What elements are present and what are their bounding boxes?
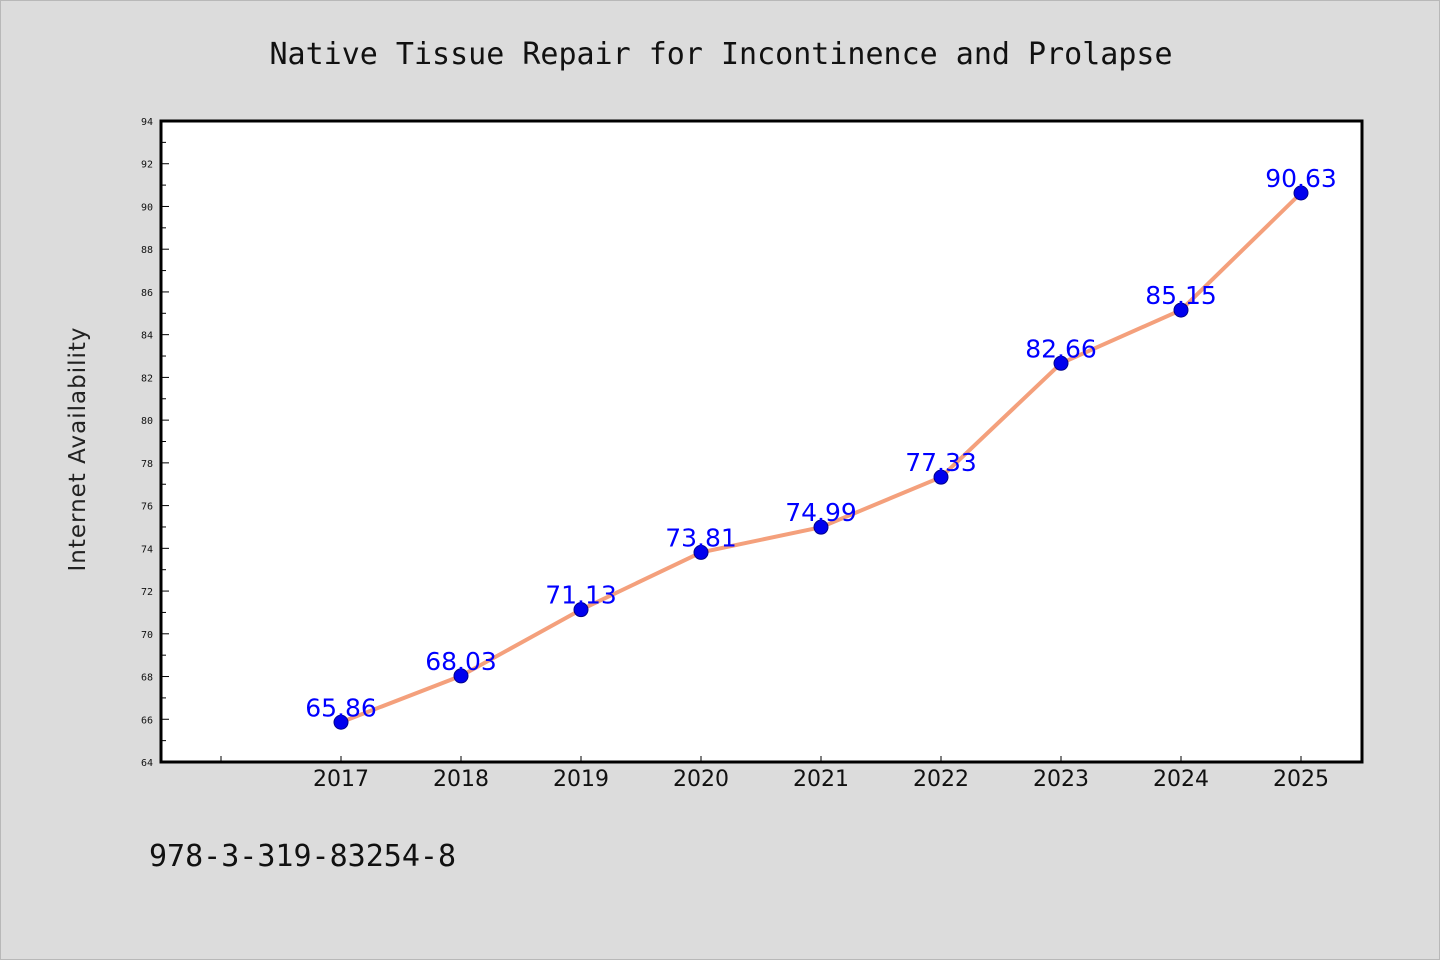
y-tick-label: 76 [141,502,153,513]
y-axis-label: Internet Availability [65,326,91,571]
y-tick-label: 88 [141,245,153,256]
data-value-label: 82.66 [1025,334,1097,363]
y-tick-label: 72 [141,587,153,598]
x-tick-label: 2021 [793,767,849,792]
y-tick-label: 90 [141,202,153,213]
y-tick-label: 68 [141,673,153,684]
data-value-label: 74.99 [785,498,857,527]
data-value-label: 71.13 [545,581,617,610]
data-value-label: 90.63 [1265,164,1337,193]
chart-title: Native Tissue Repair for Incontinence an… [269,37,1172,72]
data-point-marker [933,469,949,485]
y-tick-label: 84 [141,331,153,342]
plot-area [159,119,1364,764]
data-value-label: 65.86 [305,693,377,722]
isbn-text: 978-3-319-83254-8 [149,839,456,874]
markers-group [333,185,1309,730]
y-tick-label: 64 [141,758,153,769]
y-tick-label: 66 [141,715,153,726]
data-point-marker [1053,355,1069,371]
data-labels-group: 65.86 68.03 71.13 73.81 74.99 77.33 82.66 85.15… [305,164,1337,722]
data-point-marker [573,602,589,618]
data-value-label: 73.81 [665,523,737,552]
data-point-marker [813,519,829,535]
data-value-label: 68.03 [425,647,497,676]
y-tick-label: 80 [141,416,153,427]
data-point-marker [453,668,469,684]
x-tick-label: 2017 [313,767,369,792]
y-tick-label: 74 [141,544,153,555]
x-tick-label: 2020 [673,767,729,792]
y-tick-label: 86 [141,288,153,299]
y-tick-label: 78 [141,459,153,470]
x-tick-label: 2022 [913,767,969,792]
data-point-marker [693,544,709,560]
x-axis: 2017 2018 2019 2020 2021 2022 2023 2024 2025 [220,756,1329,792]
x-tick-label: 2023 [1033,767,1089,792]
data-point-marker [1293,185,1309,201]
x-tick-label: 2025 [1273,767,1329,792]
x-tick-label: 2019 [553,767,609,792]
y-axis: 64 66 68 70 72 74 76 78 80 82 84 86 88 90 92 94 [141,117,169,769]
y-tick-label: 70 [141,630,153,641]
data-point-marker [333,714,349,730]
y-tick-label: 92 [141,160,153,171]
x-tick-label: 2024 [1153,767,1209,792]
data-value-label: 85.15 [1145,281,1217,310]
x-tick-label: 2018 [433,767,489,792]
data-point-marker [1173,302,1189,318]
y-tick-label: 94 [141,117,153,128]
data-value-label: 77.33 [905,448,977,477]
y-tick-label: 82 [141,373,153,384]
